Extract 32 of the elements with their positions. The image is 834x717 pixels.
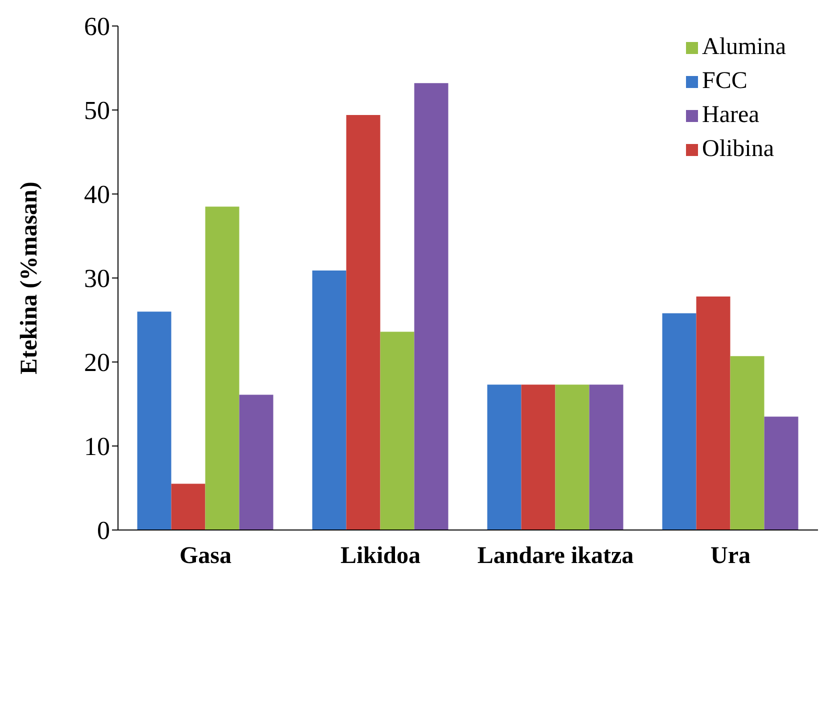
y-tick-label: 20 [84, 348, 110, 378]
legend-label: Harea [702, 102, 760, 128]
legend-label: Alumina [702, 34, 786, 60]
y-tick-label: 30 [84, 264, 110, 294]
y-tick-label: 50 [84, 96, 110, 126]
x-tick-label: Likidoa [340, 543, 421, 570]
bar [312, 270, 346, 530]
bar [346, 115, 380, 530]
legend-label: Olibina [702, 136, 774, 162]
y-tick-label: 10 [84, 432, 110, 462]
bar [239, 394, 274, 530]
x-tick-label: Gasa [179, 543, 232, 570]
bar [555, 384, 590, 530]
bar [730, 356, 764, 530]
bar [487, 384, 522, 530]
bar [380, 332, 414, 530]
x-tick-label: Ura [710, 543, 750, 570]
bar [696, 296, 730, 530]
bar [589, 384, 624, 530]
y-axis-title: Etekina (%masan) [16, 182, 43, 374]
y-tick-label: 60 [84, 12, 110, 42]
bar [171, 484, 206, 530]
y-tick-label: 0 [97, 516, 110, 546]
bar [205, 206, 240, 530]
bar [764, 416, 798, 530]
bar [414, 83, 448, 530]
y-tick-label: 40 [84, 180, 110, 210]
legend-label: FCC [702, 68, 748, 94]
x-tick-label: Landare ikatza [477, 543, 634, 570]
bar [137, 312, 172, 530]
bar [662, 313, 696, 530]
bar [521, 384, 556, 530]
